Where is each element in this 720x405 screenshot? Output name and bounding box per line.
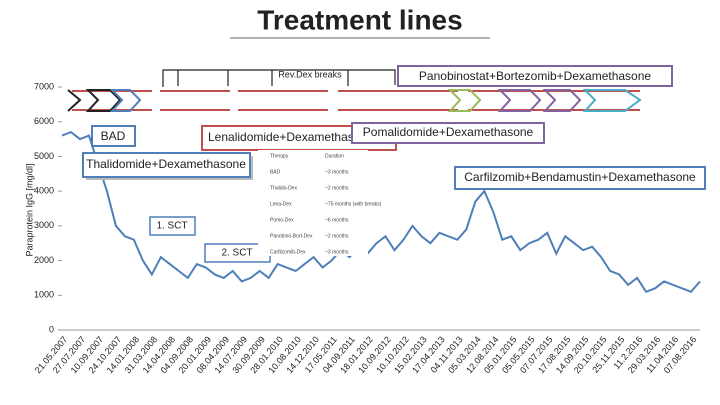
- len-label: Lenalidomide+Dexamethasone: [208, 130, 374, 144]
- table-cell: Carfilzomib-Dex: [270, 249, 306, 255]
- y-tick-label: 4000: [34, 186, 54, 196]
- y-tick-label: 2000: [34, 255, 54, 265]
- table-bg: [258, 150, 368, 256]
- table-header: Duration: [325, 153, 344, 159]
- sct1-box: [149, 216, 196, 236]
- table-cell: Thalido-Dex: [270, 185, 297, 191]
- table-cell: Pomo-Dex: [270, 217, 294, 223]
- bad-box: [91, 125, 136, 147]
- table-cell: ~3 months: [325, 249, 349, 255]
- pano-box: [397, 65, 673, 87]
- thal-box: [82, 152, 251, 178]
- table-cell: ~3 months: [325, 169, 349, 175]
- pano-label: Panobinostat+Bortezomib+Dexamethasone: [419, 69, 651, 83]
- y-tick-label: 1000: [34, 290, 54, 300]
- table-cell: ~75 months (with breaks): [325, 201, 382, 207]
- y-tick-label: 3000: [34, 220, 54, 230]
- y-tick-label: 5000: [34, 151, 54, 161]
- pom-label: Pomalidomide+Dexamethasone: [363, 125, 534, 139]
- table-cell: ~2 months: [325, 185, 349, 191]
- y-axis-label: Paraprotein IgG [mg/dl]: [24, 163, 34, 256]
- table-cell: ~2 months: [325, 233, 349, 239]
- table-cell: BAD: [270, 169, 281, 175]
- bad-label: BAD: [101, 129, 126, 143]
- table-cell: ~6 months: [325, 217, 349, 223]
- treatment-lanes: [67, 69, 642, 112]
- table-header: Therapy: [270, 153, 289, 159]
- breaks-label: Rev.Dex breaks: [278, 69, 342, 79]
- chart-title: Treatment lines: [257, 4, 462, 35]
- y-tick-label: 6000: [34, 116, 54, 126]
- therapy-table: Therapy Duration BAD ~3 months Thalido-Dex ~2…: [258, 150, 382, 256]
- sct2-label: 2. SCT: [221, 248, 252, 259]
- table-cell: Panobino-Bort-Dex: [270, 233, 313, 239]
- y-tick-label: 7000: [34, 81, 54, 91]
- carf-box: [454, 166, 706, 190]
- data-line: [61, 130, 701, 294]
- y-tick-label: 0: [49, 324, 54, 334]
- table-cell: Lena-Dex: [270, 201, 292, 207]
- carf-label: Carfilzomib+Bendamustin+Dexamethasone: [464, 170, 696, 184]
- sct1-label: 1. SCT: [156, 221, 187, 232]
- thal-label: Thalidomide+Dexamethasone: [86, 157, 246, 171]
- pom-box: [351, 122, 545, 144]
